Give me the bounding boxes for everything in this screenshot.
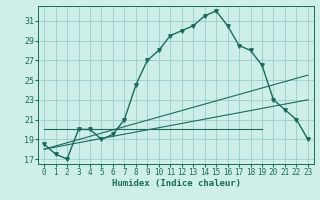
X-axis label: Humidex (Indice chaleur): Humidex (Indice chaleur): [111, 179, 241, 188]
